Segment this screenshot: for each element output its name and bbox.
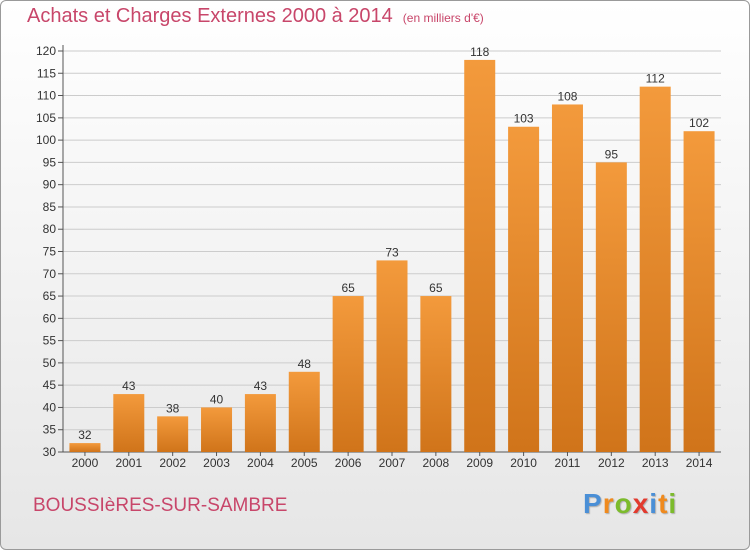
x-tick-label: 2003	[203, 456, 230, 470]
x-tick-label: 2009	[466, 456, 493, 470]
logo-letter: i	[649, 488, 659, 519]
x-tick-label: 2011	[555, 456, 581, 470]
x-tick-label: 2004	[247, 456, 274, 470]
chart-title-text: Achats et Charges Externes 2000 à 2014	[27, 5, 393, 27]
y-tick-label: 30	[43, 445, 57, 459]
bar	[113, 394, 145, 452]
x-tick-label: 2001	[115, 456, 142, 470]
bar	[244, 394, 276, 452]
bar	[420, 296, 452, 452]
x-tick-label: 2006	[335, 456, 362, 470]
data-label: 73	[385, 245, 399, 259]
bar	[376, 260, 408, 452]
bar	[551, 104, 583, 452]
data-label: 95	[605, 147, 619, 161]
y-tick-label: 120	[36, 44, 56, 58]
y-tick-label: 35	[43, 423, 57, 437]
y-tick-label: 60	[43, 311, 57, 325]
y-tick-label: 85	[43, 200, 57, 214]
y-tick-label: 105	[36, 111, 56, 125]
data-label: 32	[78, 428, 92, 442]
bar	[595, 162, 627, 452]
data-label: 48	[298, 357, 312, 371]
logo-letter: o	[614, 488, 633, 519]
x-tick-label: 2010	[510, 456, 537, 470]
x-tick-label: 2002	[159, 456, 186, 470]
data-label: 102	[689, 116, 709, 130]
bar	[69, 443, 101, 452]
logo-letter: i	[668, 488, 678, 519]
data-label: 118	[470, 45, 489, 59]
bar	[201, 407, 233, 452]
x-tick-label: 2012	[598, 456, 625, 470]
y-tick-label: 50	[43, 356, 57, 370]
x-tick-label: 2013	[642, 456, 669, 470]
x-tick-label: 2007	[379, 456, 406, 470]
bar	[157, 416, 189, 452]
bar	[508, 126, 540, 452]
logo-letter: P	[583, 488, 603, 519]
data-label: 112	[646, 72, 665, 86]
bar	[332, 296, 364, 452]
chart-title: Achats et Charges Externes 2000 à 2014 (e…	[27, 5, 484, 28]
x-tick-label: 2005	[291, 456, 318, 470]
y-tick-label: 70	[43, 267, 57, 281]
logo-letter: t	[658, 488, 669, 519]
x-tick-label: 2014	[686, 456, 713, 470]
y-tick-label: 100	[36, 133, 56, 147]
data-label: 108	[557, 89, 577, 103]
y-tick-label: 65	[43, 289, 57, 303]
data-label: 43	[122, 379, 136, 393]
y-tick-label: 80	[43, 222, 57, 236]
data-label: 40	[210, 392, 224, 406]
data-label: 43	[254, 379, 268, 393]
data-label: 65	[341, 281, 355, 295]
y-tick-label: 75	[43, 245, 57, 259]
data-label: 38	[166, 401, 180, 415]
y-tick-label: 55	[43, 334, 57, 348]
commune-name: BOUSSIèRES-SUR-SAMBRE	[33, 495, 288, 516]
logo-letter: r	[602, 488, 615, 519]
y-tick-label: 115	[37, 66, 56, 80]
y-tick-label: 110	[37, 89, 56, 103]
logo-letter: x	[632, 488, 650, 519]
y-tick-label: 90	[43, 178, 57, 192]
bar	[464, 59, 496, 453]
x-tick-label: 2008	[423, 456, 450, 470]
bar	[683, 131, 715, 452]
y-tick-label: 45	[43, 378, 57, 392]
y-tick-label: 40	[43, 400, 57, 414]
data-label: 65	[429, 281, 443, 295]
bar	[639, 86, 671, 453]
proxiti-logo: Proxiti	[583, 488, 677, 520]
chart-unit: (en milliers d'€)	[402, 11, 484, 25]
x-tick-label: 2000	[72, 456, 99, 470]
bar	[288, 371, 320, 452]
data-label: 103	[514, 112, 534, 126]
y-tick-label: 95	[43, 155, 57, 169]
